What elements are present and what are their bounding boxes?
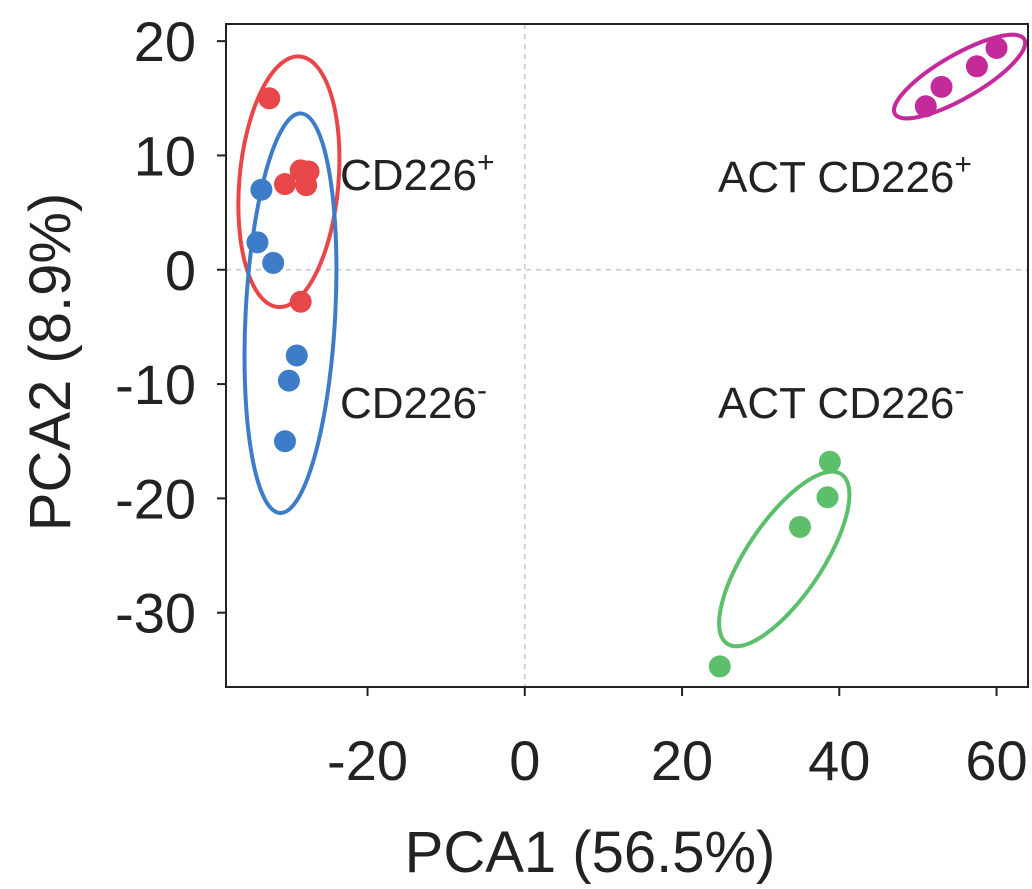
group-ellipse-1 bbox=[242, 111, 339, 515]
y-tick-label: 10 bbox=[134, 124, 196, 187]
label-act-cd226-negative: ACT CD226- bbox=[718, 374, 964, 428]
y-tick-label: 0 bbox=[165, 239, 196, 302]
data-points bbox=[246, 37, 1008, 678]
plot-frame bbox=[225, 23, 1029, 688]
label-act-cd226-positive: ACT CD226+ bbox=[718, 148, 972, 202]
data-point-0 bbox=[273, 173, 296, 196]
y-axis-title: PCA2 (8.9%) bbox=[18, 193, 83, 531]
axis-ticks: -20 0 20 40 60 20 10 0 -10 -20 -30 bbox=[115, 10, 1028, 792]
x-axis-title: PCA1 (56.5%) bbox=[405, 820, 776, 885]
data-point-1 bbox=[277, 369, 300, 392]
data-point-0 bbox=[289, 290, 312, 313]
data-point-0 bbox=[295, 174, 318, 197]
label-cd226-negative: CD226- bbox=[340, 374, 487, 428]
x-tick-label: 20 bbox=[651, 729, 713, 792]
data-point-1 bbox=[285, 344, 308, 367]
group-ellipse-3 bbox=[717, 469, 852, 649]
grid-lines bbox=[226, 24, 1028, 687]
x-tick-label: 0 bbox=[509, 729, 540, 792]
data-point-0 bbox=[258, 87, 281, 110]
label-cd226-positive: CD226+ bbox=[340, 146, 495, 200]
data-point-1 bbox=[262, 251, 285, 274]
data-point-1 bbox=[273, 430, 296, 453]
data-point-1 bbox=[250, 178, 273, 201]
y-tick-label: 20 bbox=[134, 10, 196, 73]
x-tick-label: 60 bbox=[965, 729, 1027, 792]
data-point-2 bbox=[914, 95, 937, 118]
data-point-3 bbox=[818, 450, 841, 473]
group-ellipses bbox=[236, 32, 1028, 649]
data-point-3 bbox=[816, 486, 839, 509]
group-ellipse-2 bbox=[892, 32, 1028, 121]
data-point-1 bbox=[246, 231, 269, 254]
data-point-3 bbox=[708, 655, 731, 678]
y-tick-label: -20 bbox=[115, 467, 196, 530]
group-ellipse-0 bbox=[236, 54, 342, 310]
x-tick-label: 40 bbox=[808, 729, 870, 792]
x-tick-label: -20 bbox=[327, 729, 408, 792]
y-tick-label: -30 bbox=[115, 582, 196, 645]
y-tick-label: -10 bbox=[115, 353, 196, 416]
data-point-2 bbox=[985, 37, 1008, 60]
data-point-3 bbox=[788, 515, 811, 538]
data-point-2 bbox=[930, 75, 953, 98]
data-point-2 bbox=[965, 55, 988, 78]
